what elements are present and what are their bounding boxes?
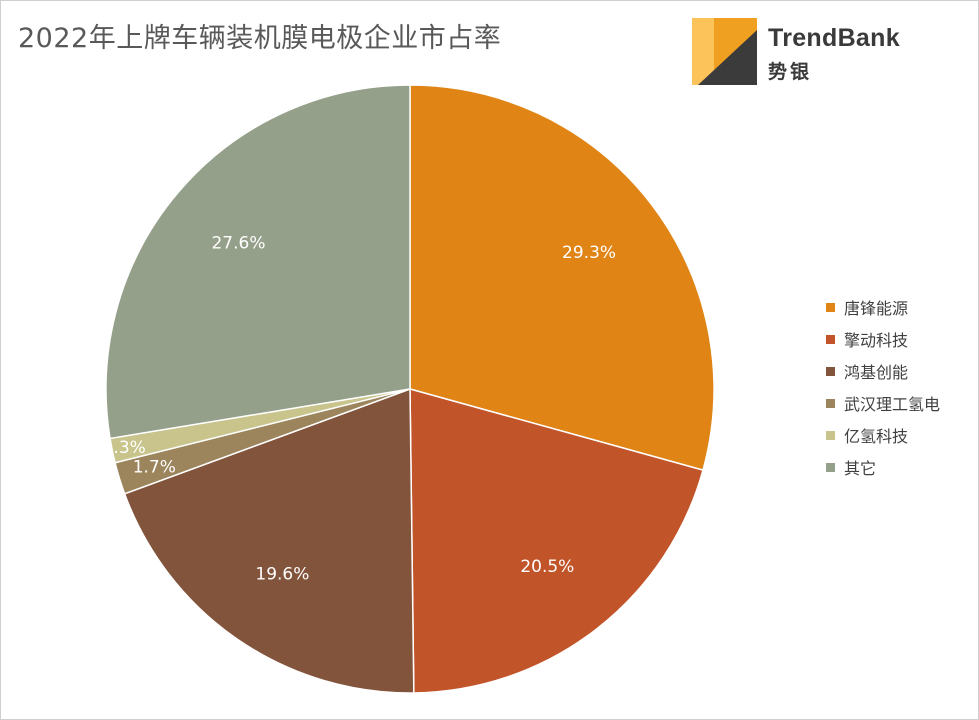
legend-swatch	[826, 462, 835, 472]
pie-data-label-6: 27.6%	[211, 233, 265, 253]
legend-item: 擎动科技	[826, 323, 940, 355]
legend-label: 亿氢科技	[844, 427, 909, 446]
legend-item: 唐锋能源	[826, 291, 940, 323]
legend-label: 擎动科技	[844, 331, 909, 350]
trendbank-logo: TrendBank 势银	[692, 18, 948, 86]
legend-swatch	[826, 398, 835, 408]
pie-data-label-3: 19.6%	[255, 564, 309, 584]
pie-data-label-4: 1.7%	[133, 458, 176, 478]
pie-slices	[105, 84, 715, 694]
trendbank-logo-mark-icon	[692, 18, 757, 85]
pie-slice-3	[123, 387, 415, 694]
chart-title: 2022年上牌车辆装机膜电极企业市占率	[18, 23, 502, 54]
legend-swatch	[826, 334, 835, 344]
pie-data-label-5: 1.3%	[103, 438, 146, 458]
chart-legend: 唐锋能源擎动科技鸿基创能武汉理工氢电 亿氢科技其它	[826, 291, 940, 483]
pie-data-label-1: 29.3%	[562, 243, 616, 263]
legend-swatch	[826, 366, 835, 376]
pie-slice-2	[409, 388, 704, 694]
legend-item: 其它	[826, 451, 940, 483]
legend-swatch	[826, 430, 835, 440]
pie-slice-1	[409, 84, 715, 472]
legend-label: 唐锋能源	[844, 299, 909, 318]
legend-swatch	[826, 302, 835, 312]
logo-name: TrendBank	[768, 24, 900, 52]
legend-item: 亿氢科技	[826, 419, 940, 451]
logo-subtitle: 势银	[768, 61, 813, 83]
legend-label: 武汉理工氢电	[844, 395, 941, 414]
legend-label: 鸿基创能	[844, 363, 909, 382]
legend-label: 其它	[844, 459, 877, 478]
legend-item: 武汉理工氢电	[826, 387, 940, 419]
pie-slice-6	[105, 84, 411, 440]
pie-data-labels: 29.3% 20.5% 19.6% 1.7%1.3% 27.6%	[103, 233, 616, 584]
legend-item: 鸿基创能	[826, 355, 940, 387]
pie-data-label-2: 20.5%	[520, 557, 574, 577]
